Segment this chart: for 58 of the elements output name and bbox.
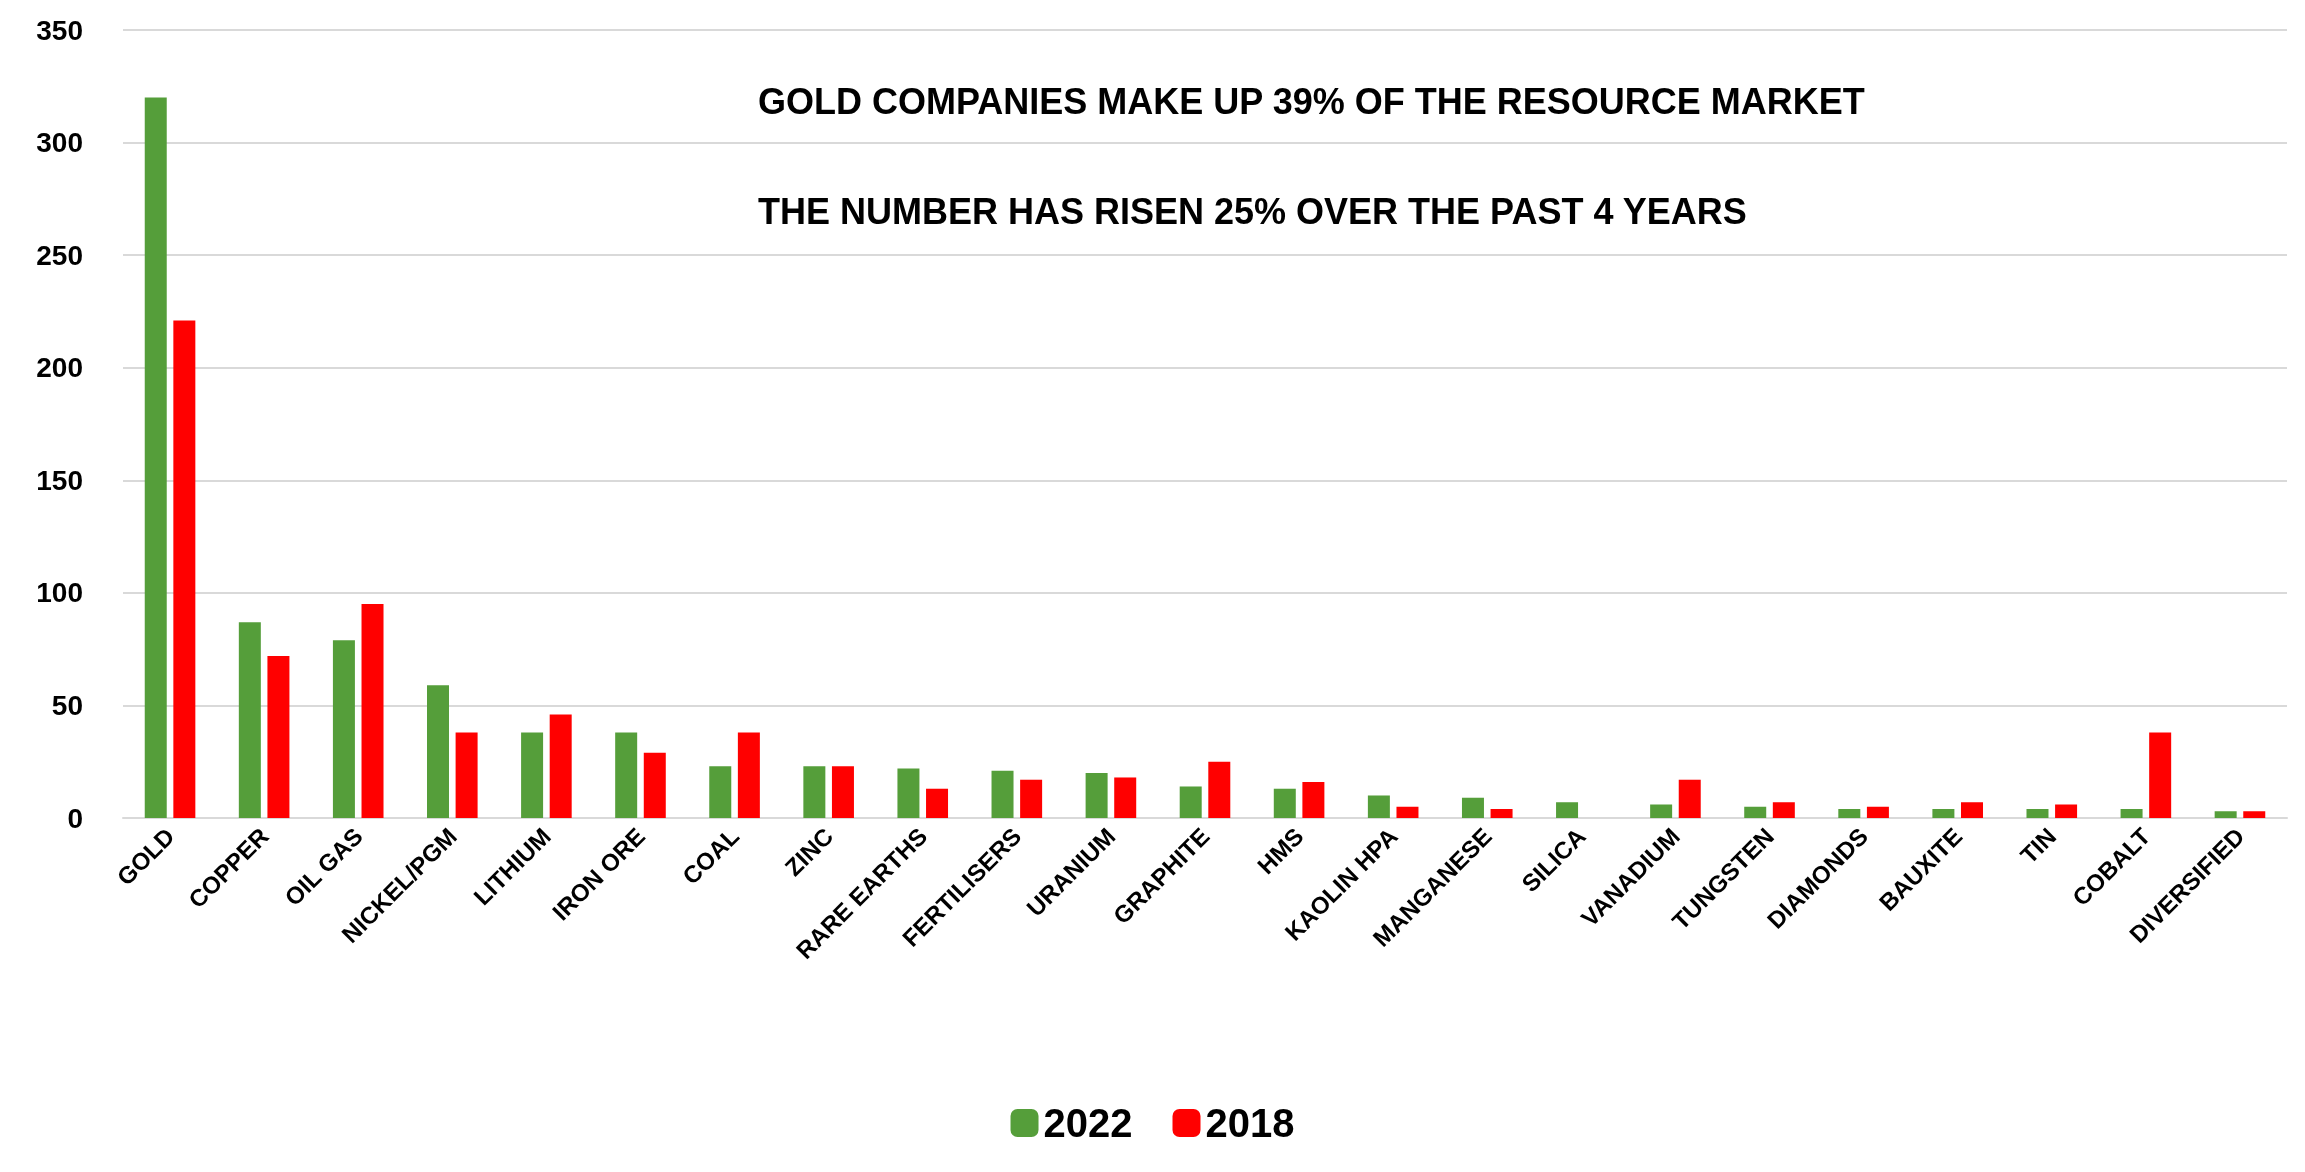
bar <box>427 685 449 818</box>
y-tick-label: 50 <box>51 689 83 721</box>
bar <box>521 732 544 818</box>
bar <box>361 604 384 818</box>
bar <box>1866 806 1889 818</box>
bar <box>238 622 261 818</box>
annotation: THE NUMBER HAS RISEN 25% OVER THE PAST 4 YEARS <box>758 190 1747 232</box>
bar <box>144 97 167 818</box>
bar <box>1302 781 1325 818</box>
bar <box>1396 806 1419 818</box>
bar <box>1678 779 1701 818</box>
bar <box>803 766 826 818</box>
bar <box>1367 795 1390 818</box>
bar <box>991 770 1014 818</box>
bar <box>1273 788 1296 818</box>
bar <box>926 788 949 818</box>
bar <box>1179 786 1202 818</box>
bar <box>2055 804 2078 818</box>
y-tick-label: 200 <box>36 352 83 384</box>
bar <box>2026 808 2049 818</box>
bar <box>1020 779 1043 818</box>
y-tick-label: 350 <box>36 14 83 46</box>
bar <box>267 655 290 818</box>
bar <box>1461 797 1484 818</box>
y-tick-label: 0 <box>67 802 83 834</box>
bar <box>709 766 732 818</box>
bar <box>1114 777 1137 818</box>
bar <box>1838 808 1861 818</box>
y-tick-label: 250 <box>36 239 83 271</box>
bar <box>2243 811 2266 818</box>
y-tick-label: 150 <box>36 464 83 496</box>
bar <box>332 640 355 818</box>
legend-label: 2018 <box>1205 1101 1295 1145</box>
bar <box>2120 808 2143 818</box>
bar <box>615 732 638 818</box>
bar <box>1772 802 1795 818</box>
bar <box>1085 772 1108 818</box>
bar <box>737 732 760 818</box>
bar <box>1932 808 1955 818</box>
bar <box>897 768 920 818</box>
bar <box>1650 804 1673 818</box>
bar <box>2149 732 2172 818</box>
bar <box>1208 761 1231 818</box>
bar <box>1961 802 1983 818</box>
y-tick-label: 300 <box>36 127 83 159</box>
y-tick-label: 100 <box>36 577 83 609</box>
bar <box>831 766 854 818</box>
bar <box>455 732 478 818</box>
bar <box>549 714 572 818</box>
bar <box>1744 806 1767 818</box>
bar <box>2214 811 2237 818</box>
bar <box>1490 808 1513 818</box>
bar <box>1556 802 1579 818</box>
bar <box>643 752 666 818</box>
bar <box>173 320 196 818</box>
annotation: GOLD COMPANIES MAKE UP 39% OF THE RESOURCE MARKET <box>758 80 1865 122</box>
legend-label: 2022 <box>1043 1101 1133 1145</box>
x-tick-label: TIN <box>2014 822 2062 869</box>
